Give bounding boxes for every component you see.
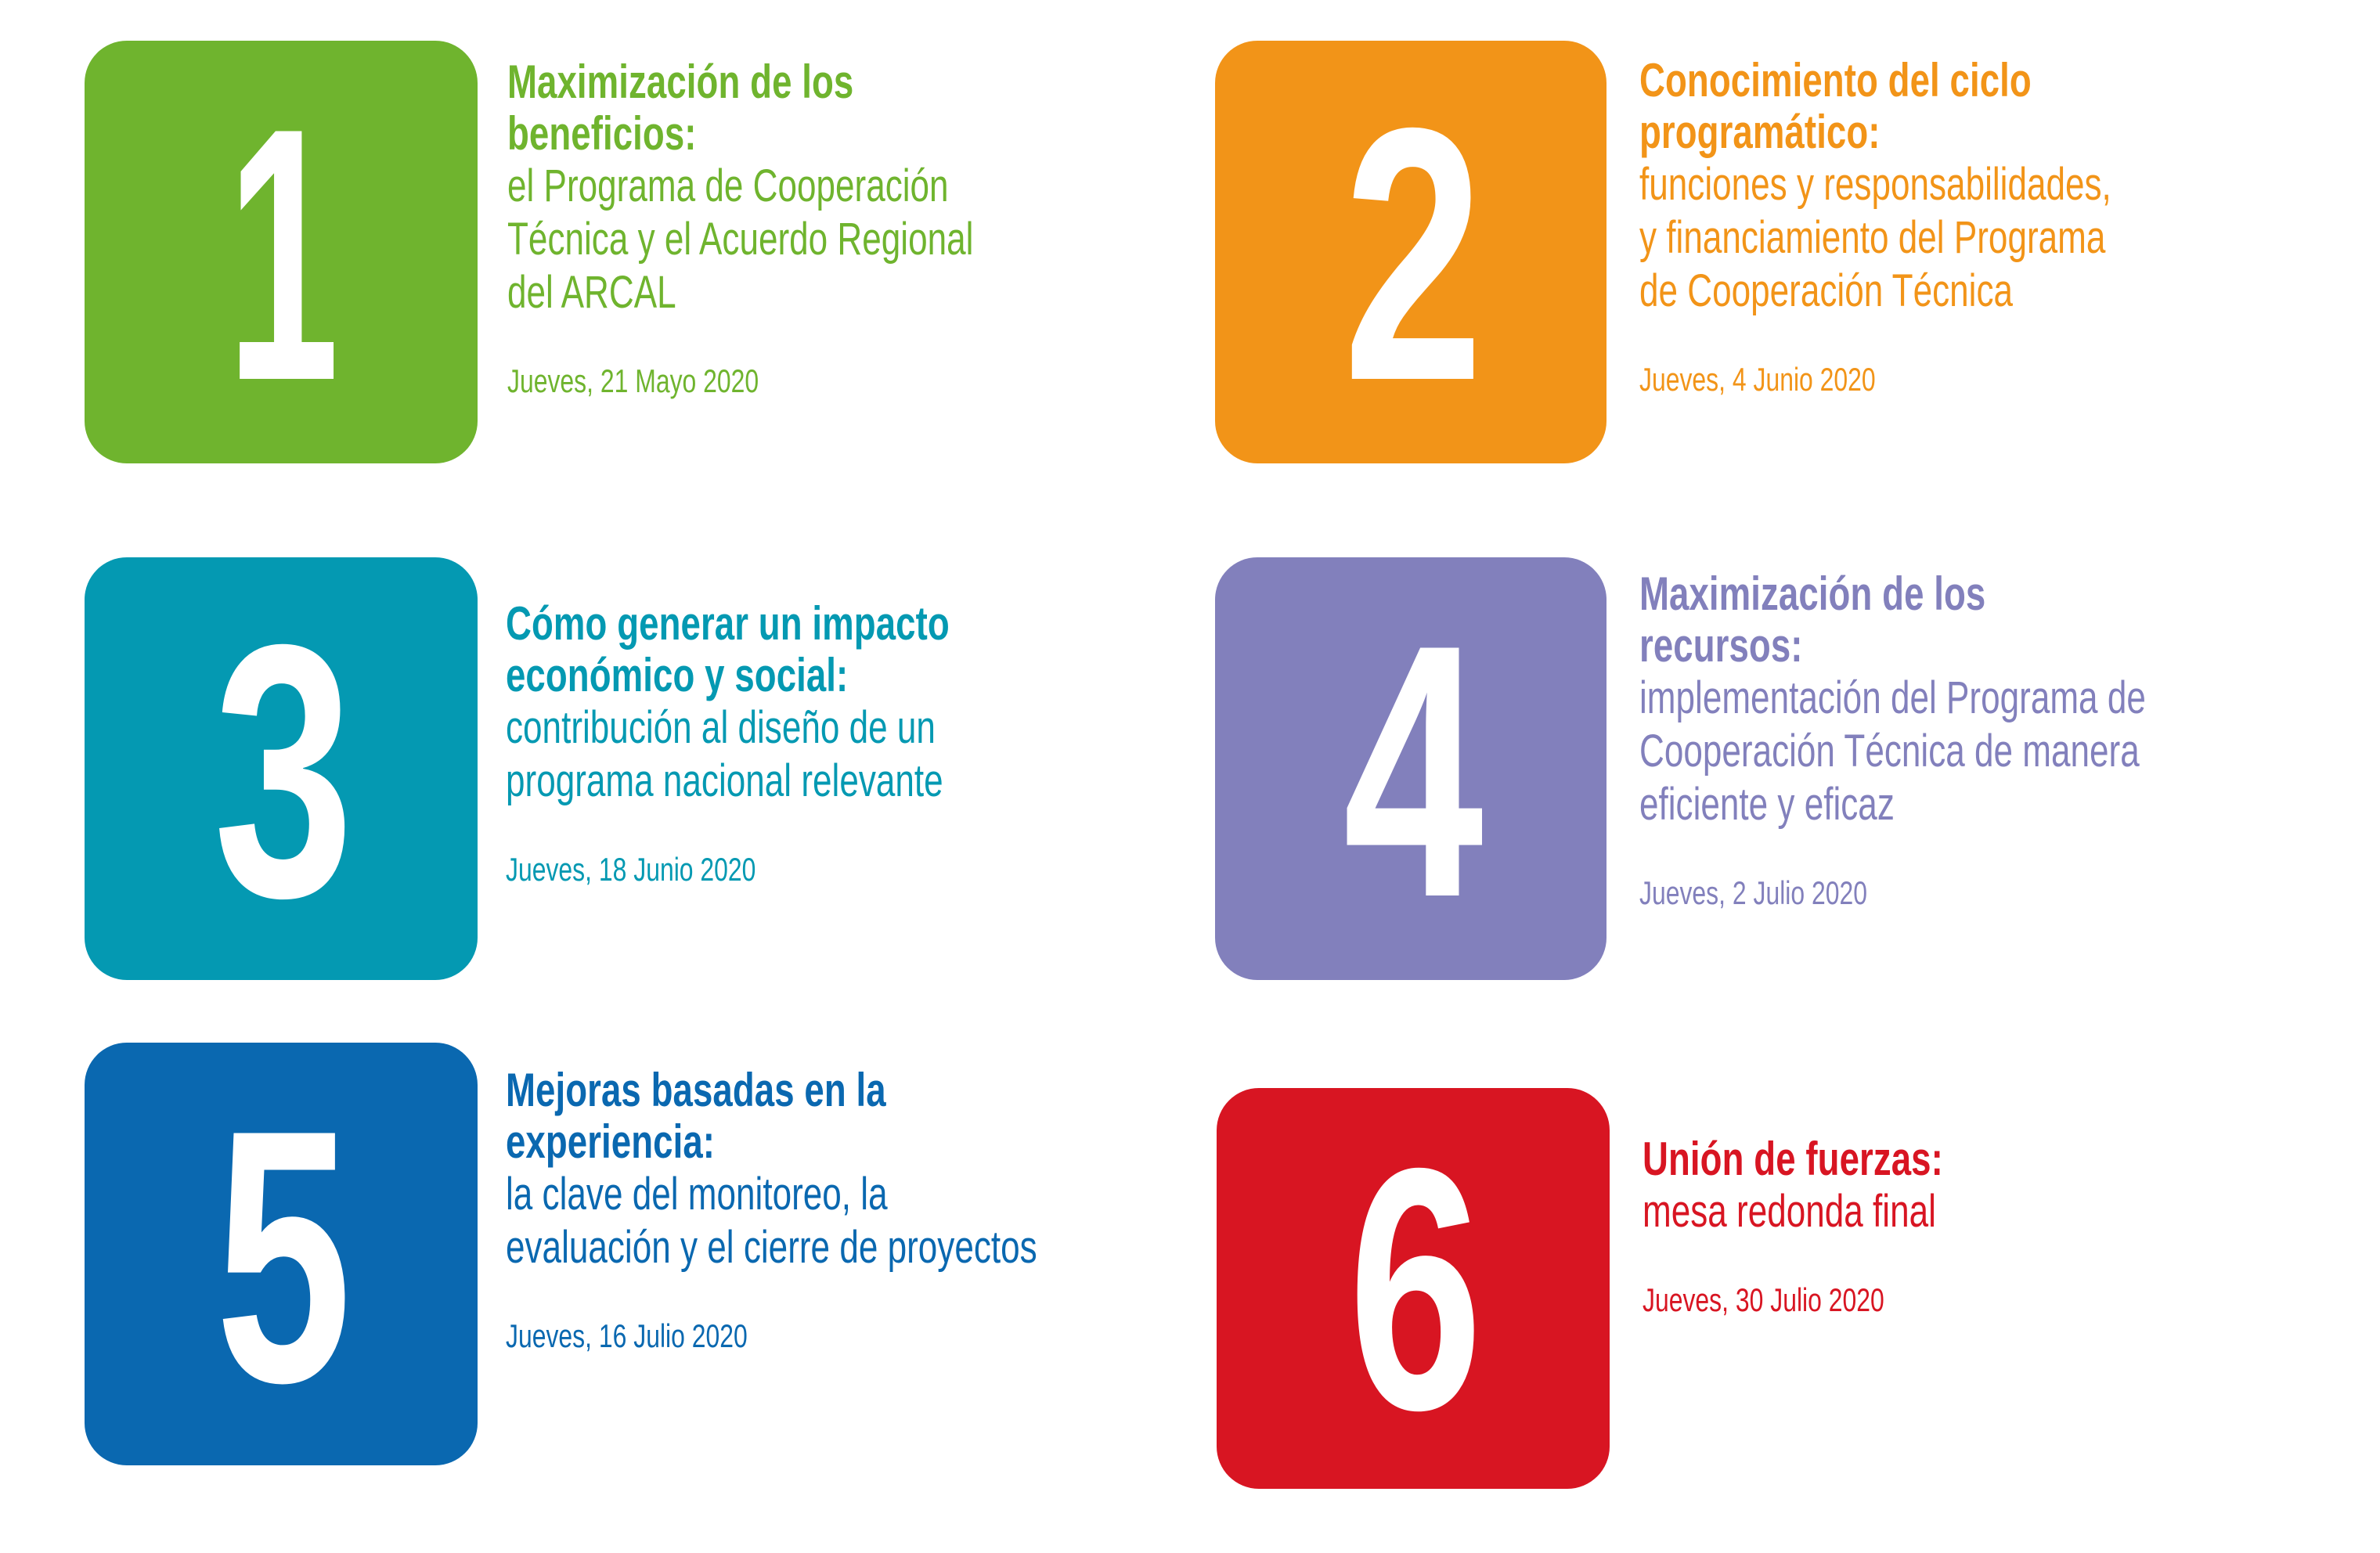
session-card-4[interactable]: 4 Maximización de los recursos: implemen…	[1215, 557, 2327, 980]
session-date-3: Jueves, 18 Junio 2020	[506, 850, 756, 888]
session-card-2[interactable]: 2 Conocimiento del ciclo programático: f…	[1215, 41, 2327, 463]
session-copy-3: Cómo generar un impacto económico y soci…	[506, 598, 1157, 889]
session-title-5: Mejoras basadas en la experiencia:	[506, 1065, 886, 1168]
session-subtitle-5: la clave del monitoreo, la evaluación y …	[506, 1169, 1037, 1273]
session-title-6: Unión de fuerzas:	[1643, 1133, 1943, 1185]
session-number-1: 1	[226, 54, 339, 456]
session-card-3[interactable]: 3 Cómo generar un impacto económico y so…	[85, 557, 1157, 980]
session-number-3: 3	[213, 571, 354, 972]
session-date-4: Jueves, 2 Julio 2020	[1639, 874, 1868, 911]
session-number-tile-1: 1	[85, 41, 478, 463]
session-number-tile-5: 5	[85, 1043, 478, 1465]
session-number-4: 4	[1343, 571, 1484, 972]
session-title-2: Conocimiento del ciclo programático:	[1639, 55, 2032, 158]
session-title-4: Maximización de los recursos:	[1639, 568, 1986, 672]
session-number-6: 6	[1348, 1097, 1482, 1482]
session-date-5: Jueves, 16 Julio 2020	[506, 1317, 748, 1354]
session-number-tile-4: 4	[1215, 557, 1606, 980]
session-date-2: Jueves, 4 Junio 2020	[1639, 360, 1876, 398]
session-copy-5: Mejoras basadas en la experiencia: la cl…	[506, 1065, 1102, 1356]
session-subtitle-6: mesa redonda final	[1643, 1186, 1936, 1237]
session-subtitle-3: contribución al diseño de un programa na…	[506, 702, 943, 806]
session-number-5: 5	[215, 1056, 352, 1458]
session-subtitle-1: el Programa de Cooperación Técnica y el …	[507, 160, 974, 318]
session-number-2: 2	[1343, 54, 1484, 456]
session-card-5[interactable]: 5 Mejoras basadas en la experiencia: la …	[85, 1043, 1102, 1465]
session-date-1: Jueves, 21 Mayo 2020	[507, 362, 759, 399]
session-card-6[interactable]: 6 Unión de fuerzas: mesa redonda final J…	[1215, 1043, 2327, 1489]
session-title-3: Cómo generar un impacto económico y soci…	[506, 598, 950, 701]
session-copy-4: Maximización de los recursos: implementa…	[1639, 568, 2327, 913]
session-copy-1: Maximización de los beneficios: el Progr…	[507, 56, 1134, 401]
session-number-tile-3: 3	[85, 557, 478, 980]
session-copy-6: Unión de fuerzas: mesa redonda final Jue…	[1643, 1133, 2327, 1320]
session-number-tile-6: 6	[1217, 1088, 1610, 1489]
session-copy-2: Conocimiento del ciclo programático: fun…	[1639, 55, 2327, 399]
session-card-1[interactable]: 1 Maximización de los beneficios: el Pro…	[85, 41, 1134, 463]
session-subtitle-4: implementación del Programa de Cooperaci…	[1639, 672, 2146, 830]
session-title-1: Maximización de los beneficios:	[507, 56, 854, 160]
session-number-tile-2: 2	[1215, 41, 1606, 463]
session-subtitle-2: funciones y responsabilidades, y financi…	[1639, 159, 2111, 316]
session-date-6: Jueves, 30 Julio 2020	[1643, 1281, 1884, 1318]
